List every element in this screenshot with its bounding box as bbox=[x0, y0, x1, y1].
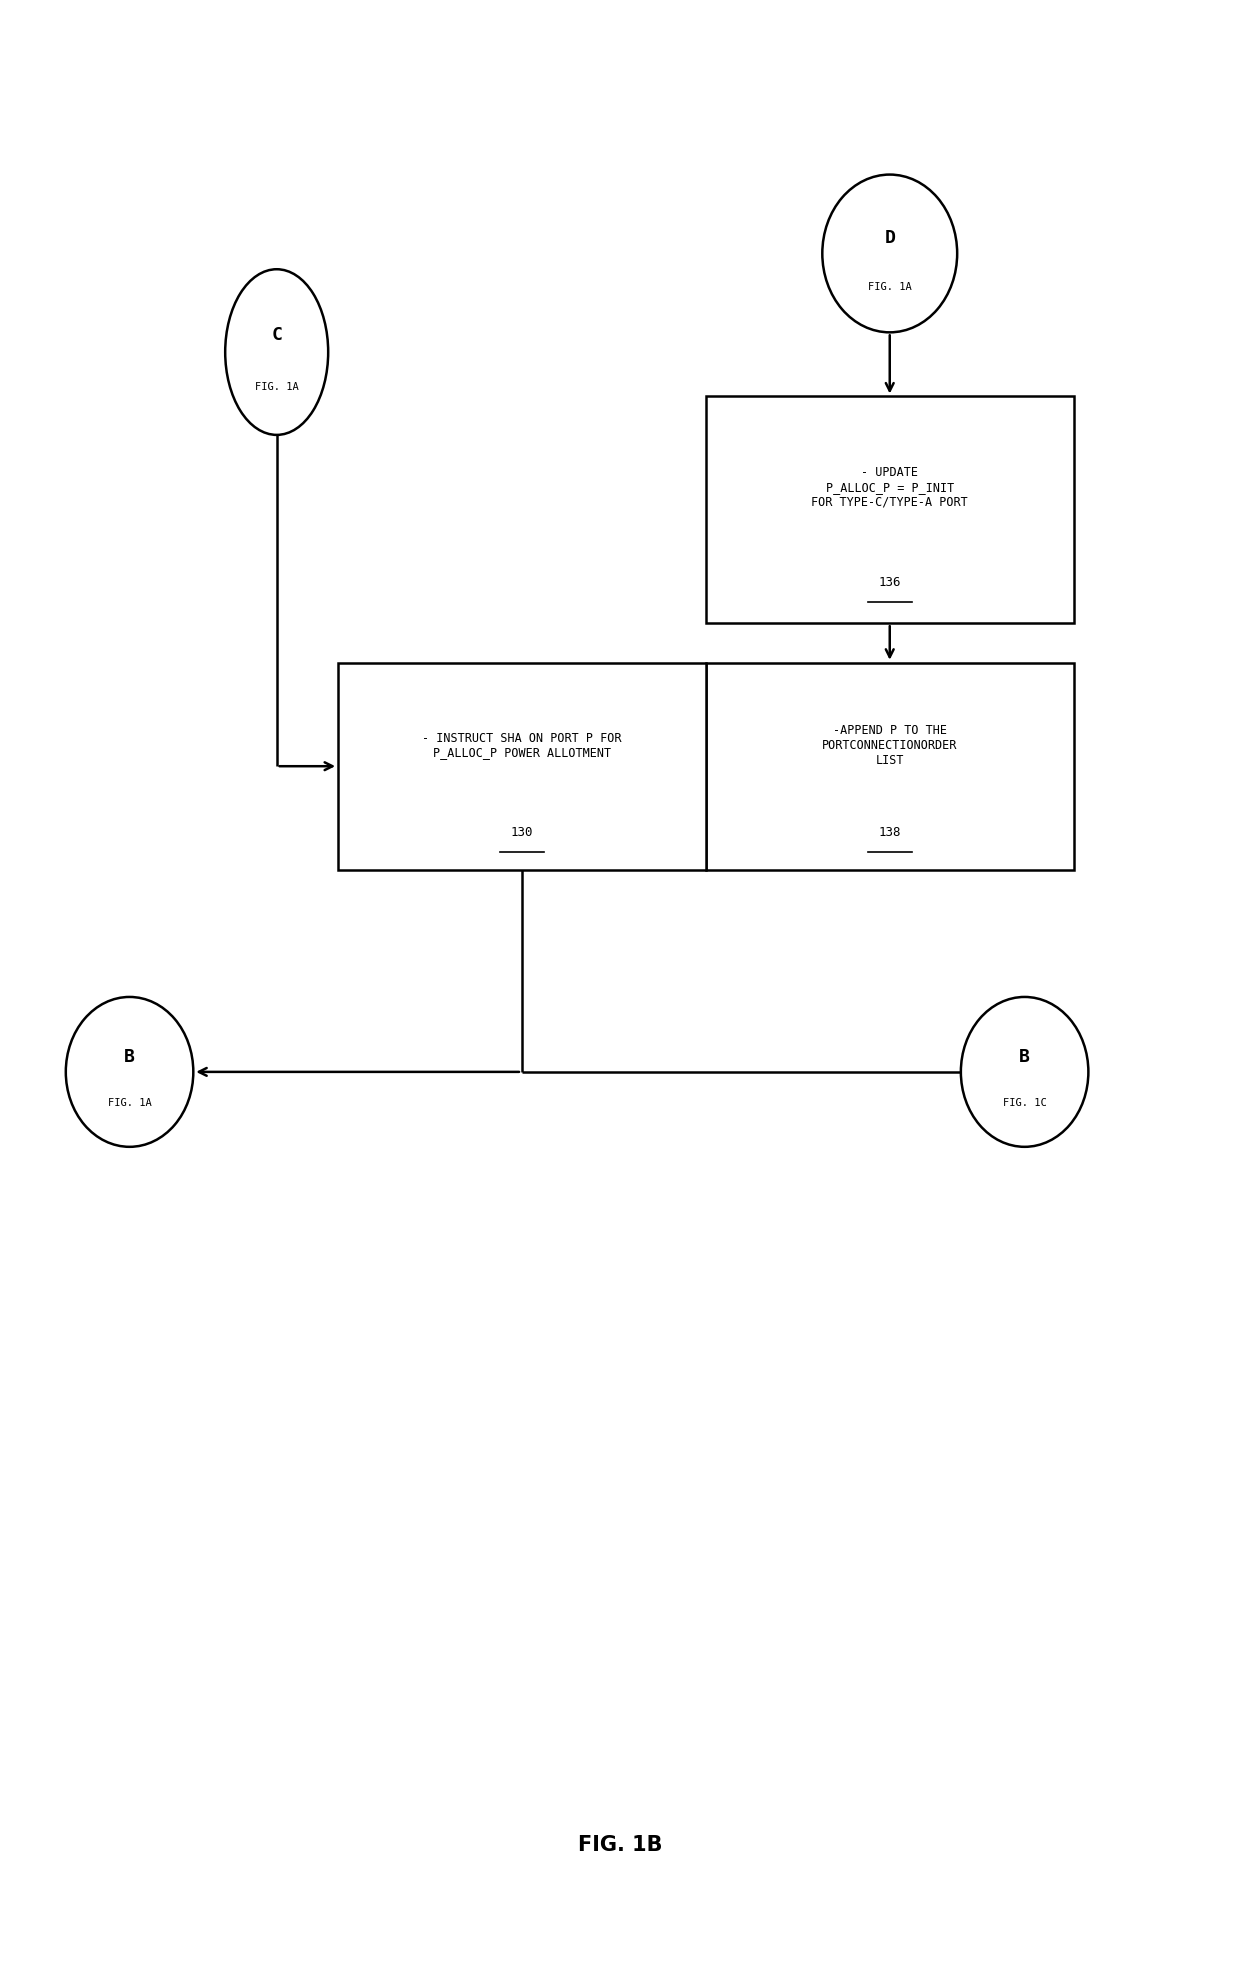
Text: C: C bbox=[272, 326, 283, 344]
Ellipse shape bbox=[822, 175, 957, 332]
Text: - INSTRUCT SHA ON PORT P FOR
P_ALLOC_P POWER ALLOTMENT: - INSTRUCT SHA ON PORT P FOR P_ALLOC_P P… bbox=[422, 731, 621, 759]
Text: -APPEND P TO THE
PORTCONNECTIONORDER
LIST: -APPEND P TO THE PORTCONNECTIONORDER LIS… bbox=[822, 725, 957, 767]
Text: FIG. 1A: FIG. 1A bbox=[254, 381, 299, 391]
Text: - UPDATE
P_ALLOC_P = P_INIT
FOR TYPE-C/TYPE-A PORT: - UPDATE P_ALLOC_P = P_INIT FOR TYPE-C/T… bbox=[811, 465, 968, 508]
Text: 130: 130 bbox=[511, 826, 533, 838]
Circle shape bbox=[226, 270, 329, 435]
Ellipse shape bbox=[66, 997, 193, 1146]
Text: FIG. 1C: FIG. 1C bbox=[1003, 1098, 1047, 1108]
Ellipse shape bbox=[961, 997, 1089, 1146]
Text: B: B bbox=[124, 1049, 135, 1066]
Text: FIG. 1B: FIG. 1B bbox=[578, 1835, 662, 1855]
Text: D: D bbox=[884, 228, 895, 246]
Text: B: B bbox=[1019, 1049, 1030, 1066]
Text: 136: 136 bbox=[878, 576, 901, 590]
Text: 138: 138 bbox=[878, 826, 901, 838]
Bar bbox=[339, 663, 706, 870]
Bar bbox=[706, 397, 1074, 624]
Text: FIG. 1A: FIG. 1A bbox=[868, 282, 911, 292]
Bar bbox=[706, 663, 1074, 870]
Text: FIG. 1A: FIG. 1A bbox=[108, 1098, 151, 1108]
